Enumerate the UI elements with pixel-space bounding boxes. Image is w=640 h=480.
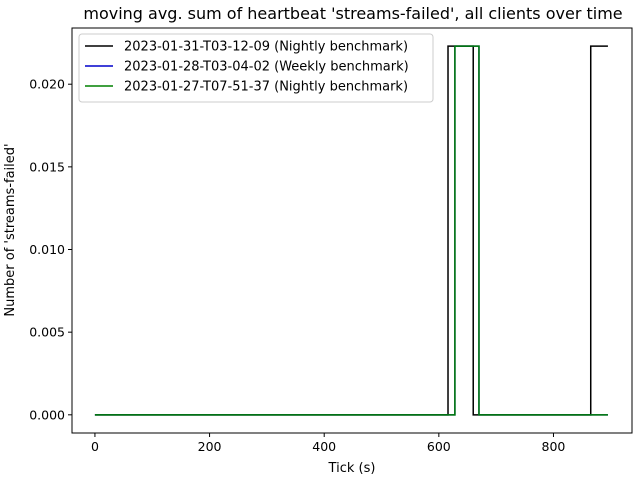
legend-box bbox=[78, 33, 434, 103]
chart-title: moving avg. sum of heartbeat 'streams-fa… bbox=[83, 4, 622, 23]
x-axis-label: Tick (s) bbox=[328, 461, 376, 476]
y-tick-label: 0.020 bbox=[29, 77, 65, 92]
legend-label-0: 2023-01-31-T03-12-09 (Nightly benchmark) bbox=[124, 40, 408, 55]
legend-label-2: 2023-01-27-T07-51-37 (Nightly benchmark) bbox=[124, 80, 408, 95]
y-axis-ticks: 0.000 0.005 0.010 0.015 0.020 bbox=[29, 77, 72, 422]
y-axis-label: Number of 'streams-failed' bbox=[3, 143, 18, 316]
y-tick-label: 0.005 bbox=[29, 325, 65, 340]
x-tick-label: 800 bbox=[542, 439, 566, 454]
x-tick-label: 600 bbox=[427, 439, 451, 454]
legend: 2023-01-31-T03-12-09 (Nightly benchmark)… bbox=[78, 33, 434, 103]
x-axis-ticks: 0 200 400 600 800 bbox=[91, 433, 565, 454]
plot-lines bbox=[94, 45, 608, 416]
y-tick-label: 0.015 bbox=[29, 159, 65, 174]
y-tick-label: 0.000 bbox=[29, 407, 65, 422]
series-line-0 bbox=[94, 45, 608, 416]
x-tick-label: 0 bbox=[91, 439, 99, 454]
x-tick-label: 400 bbox=[312, 439, 336, 454]
x-tick-label: 200 bbox=[198, 439, 222, 454]
y-tick-label: 0.010 bbox=[29, 242, 65, 257]
series-line-2 bbox=[94, 45, 608, 416]
plot-frame bbox=[71, 27, 633, 434]
legend-label-1: 2023-01-28-T03-04-02 (Weekly benchmark) bbox=[124, 60, 409, 75]
